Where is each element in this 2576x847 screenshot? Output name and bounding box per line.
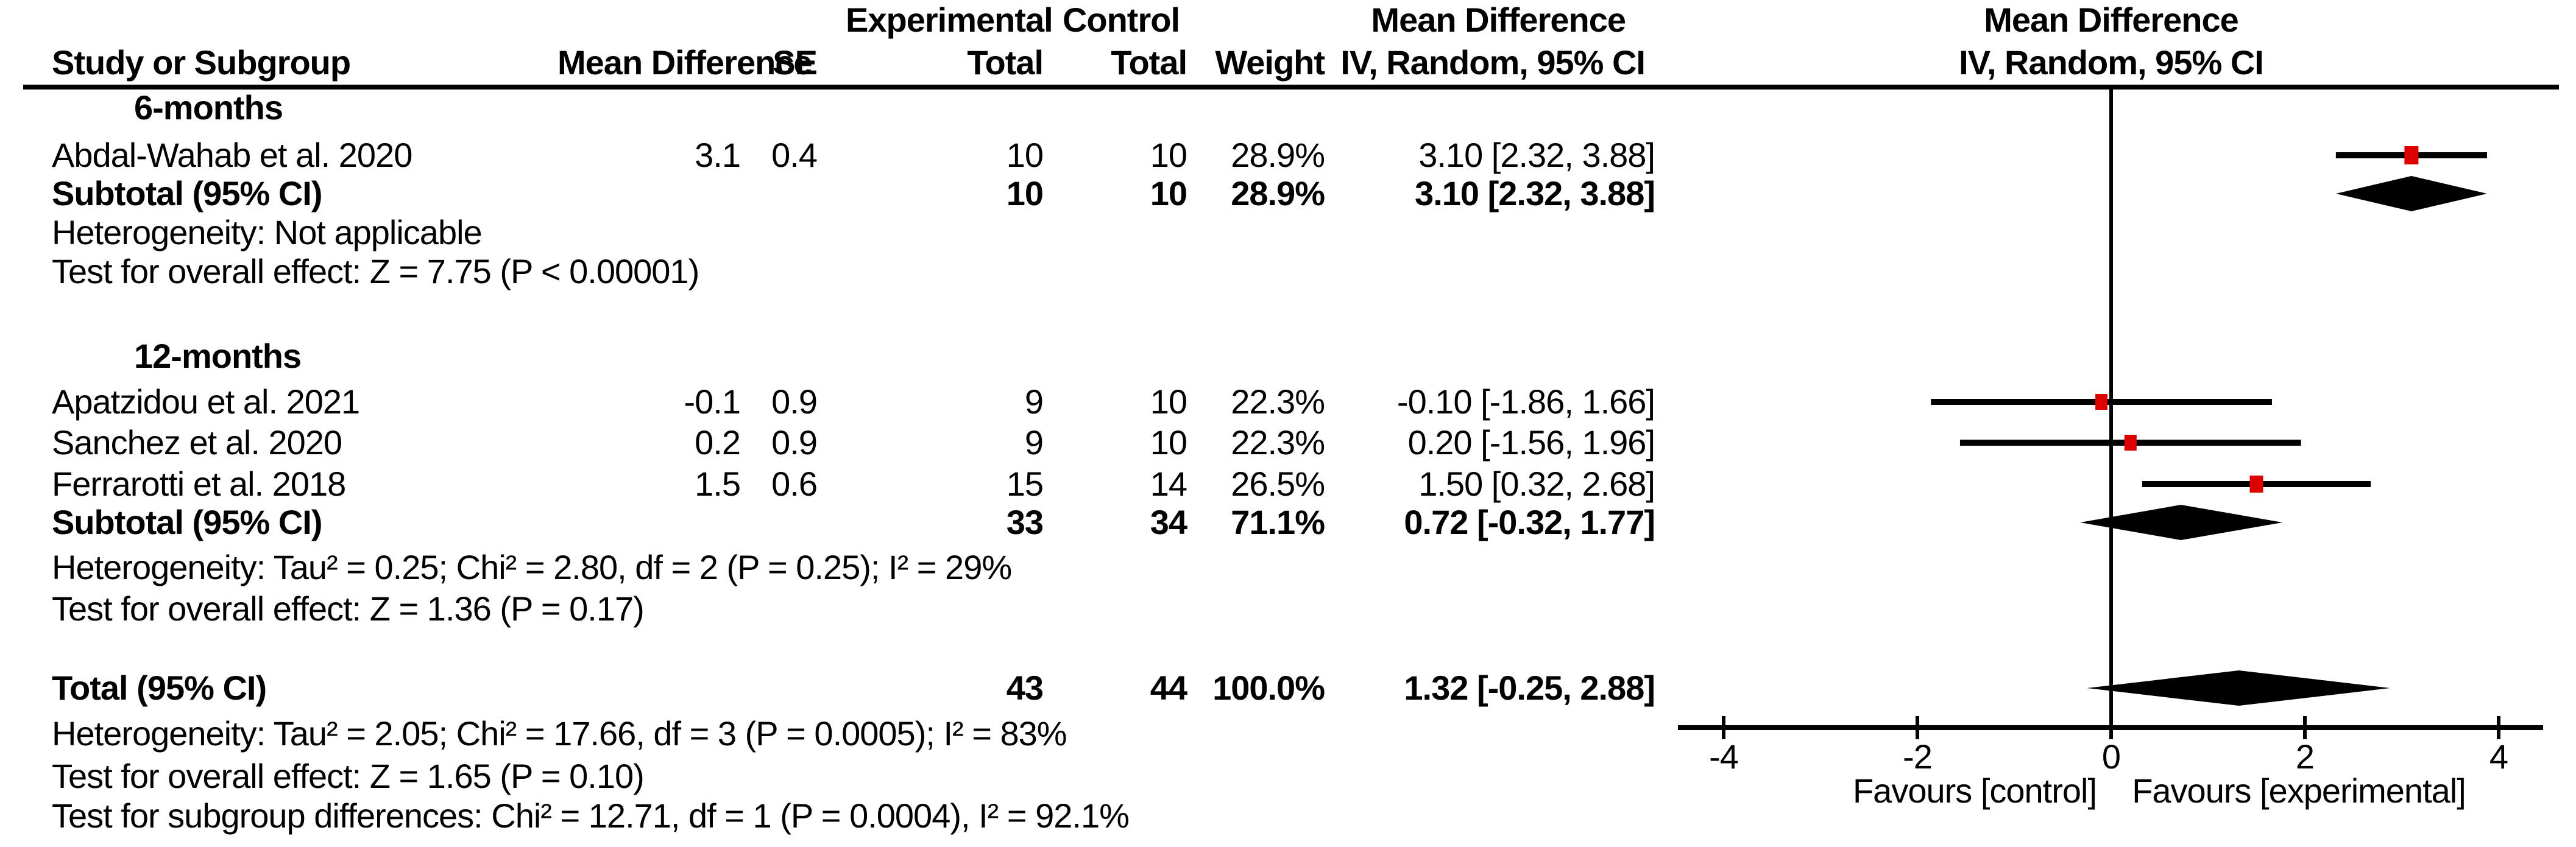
subtotal-weight: 71.1%	[1231, 503, 1325, 541]
weight-value: 26.5%	[1231, 465, 1325, 503]
header-group-experimental: Experimental	[846, 1, 1053, 39]
control-total: 14	[1150, 465, 1187, 503]
total-exp-total: 43	[1006, 669, 1044, 707]
overall-effect-note: Test for overall effect: Z = 7.75 (P < 0…	[52, 252, 699, 290]
subtotal-ci: 0.72 [-0.32, 1.77]	[1404, 503, 1655, 541]
se-value: 0.9	[771, 382, 818, 421]
ci-value: 0.20 [-1.56, 1.96]	[1407, 423, 1655, 462]
subtotal-diamond	[2335, 176, 2487, 211]
se-value: 0.6	[771, 465, 818, 503]
ci-value: 1.50 [0.32, 2.68]	[1418, 465, 1655, 503]
experimental-total: 9	[1024, 382, 1044, 421]
se-value: 0.9	[771, 423, 818, 462]
ci-value: 3.10 [2.32, 3.88]	[1418, 136, 1655, 174]
subtotal-exp-total: 10	[1006, 174, 1044, 213]
heterogeneity-note: Heterogeneity: Tau² = 0.25; Chi² = 2.80,…	[52, 548, 1012, 586]
experimental-total: 15	[1006, 465, 1044, 503]
subtotal-diamond	[2080, 505, 2283, 540]
study-name: Abdal-Wahab et al. 2020	[52, 136, 412, 174]
header-ci-group: Mean Difference	[1371, 1, 1626, 39]
favours-experimental-label: Favours [experimental]	[2132, 771, 2466, 810]
subtotal-ctrl-total: 10	[1150, 174, 1187, 213]
mean-difference-value: 1.5	[695, 465, 741, 503]
x-axis-tick-label: 2	[2296, 737, 2314, 776]
study-marker	[2095, 394, 2108, 410]
header-study-or-subgroup: Study or Subgroup	[52, 43, 351, 82]
header-se: SE	[773, 43, 818, 82]
heterogeneity-note: Heterogeneity: Not applicable	[52, 213, 483, 251]
study-marker	[2249, 476, 2263, 493]
total-overall-effect-note: Test for overall effect: Z = 1.65 (P = 0…	[52, 757, 645, 795]
total-ci: 1.32 [-0.25, 2.88]	[1404, 669, 1655, 707]
study-name: Ferrarotti et al. 2018	[52, 465, 346, 503]
subtotal-label: Subtotal (95% CI)	[52, 503, 322, 541]
header-iv-random-ci: IV, Random, 95% CI	[1340, 43, 1646, 82]
mean-difference-value: -0.1	[684, 382, 741, 421]
control-total: 10	[1150, 136, 1187, 174]
study-name: Sanchez et al. 2020	[52, 423, 342, 462]
subtotal-exp-total: 33	[1006, 503, 1044, 541]
weight-value: 22.3%	[1231, 382, 1325, 421]
subgroup-differences-note: Test for subgroup differences: Chi² = 12…	[52, 796, 1130, 835]
subtotal-weight: 28.9%	[1231, 174, 1325, 213]
mean-difference-value: 0.2	[695, 423, 741, 462]
subgroup-label: 6-months	[134, 88, 283, 127]
plot-header-line2: IV, Random, 95% CI	[1959, 43, 2264, 82]
weight-value: 22.3%	[1231, 423, 1325, 462]
subtotal-ctrl-total: 34	[1150, 503, 1187, 541]
subgroup-label: 12-months	[134, 337, 302, 375]
mean-difference-value: 3.1	[695, 136, 741, 174]
subtotal-ci: 3.10 [2.32, 3.88]	[1415, 174, 1655, 213]
favours-control-label: Favours [control]	[1853, 771, 2097, 810]
total-label: Total (95% CI)	[52, 669, 267, 707]
plot-header-line1: Mean Difference	[1984, 1, 2239, 39]
header-weight: Weight	[1215, 43, 1325, 82]
header-experimental-total: Total	[967, 43, 1044, 82]
total-ctrl-total: 44	[1150, 669, 1187, 707]
control-total: 10	[1150, 423, 1187, 462]
ci-value: -0.10 [-1.86, 1.66]	[1396, 382, 1655, 421]
x-axis-tick-label: 0	[2102, 737, 2120, 776]
total-heterogeneity-note: Heterogeneity: Tau² = 2.05; Chi² = 17.66…	[52, 714, 1067, 753]
total-diamond	[2087, 670, 2390, 706]
subtotal-label: Subtotal (95% CI)	[52, 174, 322, 213]
weight-value: 28.9%	[1231, 136, 1325, 174]
total-weight: 100.0%	[1212, 669, 1325, 707]
se-value: 0.4	[771, 136, 818, 174]
x-axis-tick-label: 4	[2489, 737, 2508, 776]
experimental-total: 10	[1006, 136, 1044, 174]
x-axis-tick-label: -4	[1709, 737, 1738, 776]
header-control-total: Total	[1111, 43, 1187, 82]
experimental-total: 9	[1024, 423, 1044, 462]
header-group-control: Control	[1062, 1, 1180, 39]
overall-effect-note: Test for overall effect: Z = 1.36 (P = 0…	[52, 589, 645, 628]
study-marker	[2124, 435, 2137, 451]
study-name: Apatzidou et al. 2021	[52, 382, 360, 421]
control-total: 10	[1150, 382, 1187, 421]
study-marker	[2404, 146, 2419, 164]
x-axis-tick-label: -2	[1903, 737, 1932, 776]
